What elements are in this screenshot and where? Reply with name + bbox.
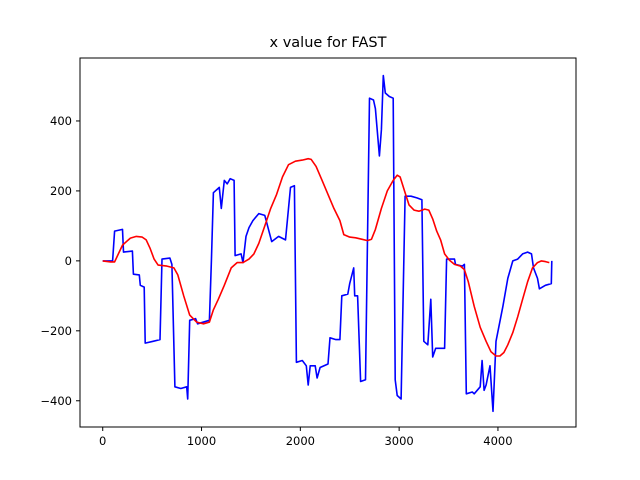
x-tick-label: 2000 <box>286 434 315 448</box>
y-tick-label: 200 <box>50 184 72 198</box>
series-layer <box>102 74 553 413</box>
x-tick-label: 3000 <box>384 434 413 448</box>
x-tick-label: 4000 <box>483 434 512 448</box>
y-tick-label: 400 <box>50 114 72 128</box>
series-line-2 <box>102 157 550 357</box>
x-axis: 0 1000 2000 3000 4000 <box>99 427 513 448</box>
y-tick-label: −400 <box>40 394 72 408</box>
y-tick-label: 0 <box>65 254 72 268</box>
x-tick-label: 0 <box>99 434 106 448</box>
x-tick-label: 1000 <box>187 434 216 448</box>
chart-title: x value for FAST <box>270 35 387 51</box>
series-line-1 <box>102 74 553 413</box>
plot-area-frame <box>79 57 577 428</box>
y-axis: −400 −200 0 200 400 <box>40 114 80 408</box>
y-tick-label: −200 <box>40 324 72 338</box>
